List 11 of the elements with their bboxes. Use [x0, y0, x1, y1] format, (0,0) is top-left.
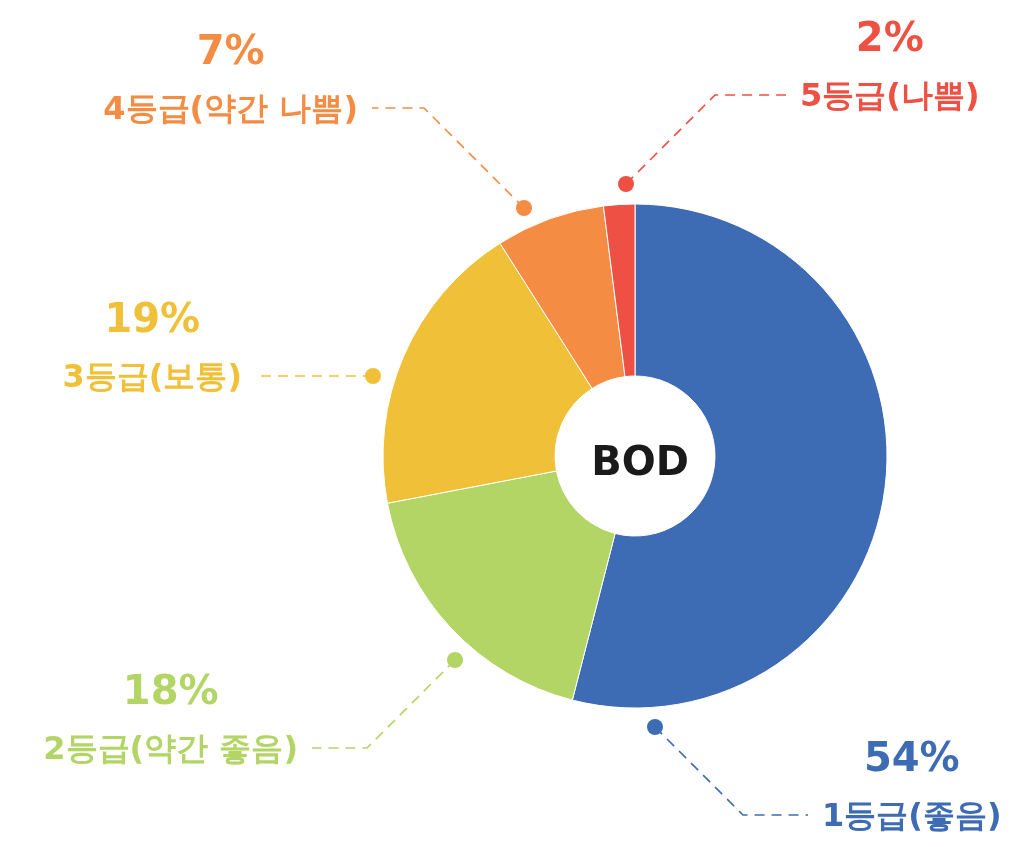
data-label: 2% — [855, 14, 924, 60]
text: BOD — [591, 438, 689, 484]
slice-label: 2등급(약간 좋음) — [43, 729, 298, 767]
data-label: 54% — [863, 734, 960, 780]
slice-label: 5등급(나쁨) — [800, 76, 980, 114]
slice-label: 4등급(약간 나쁨) — [103, 89, 358, 127]
slice-label: 1등급(좋음) — [822, 796, 1002, 834]
data-label: 18% — [122, 667, 219, 713]
slice-label: 3등급(보통) — [62, 357, 242, 395]
data-label: 19% — [104, 295, 201, 341]
data-label: 7% — [196, 27, 265, 73]
